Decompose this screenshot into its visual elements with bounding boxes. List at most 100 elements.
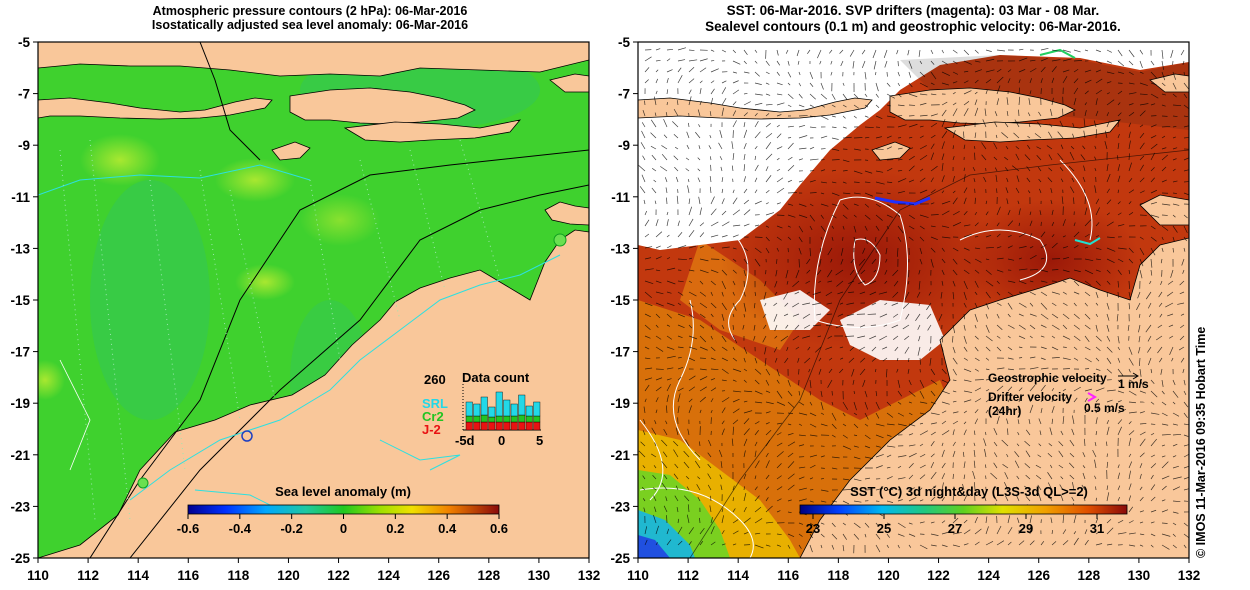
sla-colorbar-tick: -0.4	[229, 521, 252, 536]
bathymetry-contour	[129, 254, 561, 501]
geostrophic-velocity-label: Geostrophic velocity	[988, 371, 1107, 385]
inset-bar	[480, 421, 488, 431]
small-island	[1149, 73, 1189, 93]
inset-title: Data count	[462, 370, 530, 385]
drifter-velocity-label: Drifter velocity	[988, 390, 1072, 404]
inset-bar	[525, 405, 533, 417]
inset-bar	[518, 414, 526, 423]
flores-timor-islands	[289, 87, 476, 125]
inset-bar	[503, 421, 511, 431]
inset-legend-cr2: Cr2	[422, 409, 444, 424]
java-bali-land	[38, 42, 589, 77]
inset-bar	[525, 421, 533, 431]
cloud-mask	[840, 300, 945, 360]
inset-bar	[518, 421, 526, 431]
sla-colorbar-tick: 0	[340, 521, 347, 536]
drifter-velocity-sublabel: (24hr)	[988, 404, 1021, 418]
left-lon-tick: 132	[578, 568, 601, 583]
right-lon-tick: 124	[977, 568, 1000, 583]
left-lon-tick: 118	[227, 568, 249, 583]
right-lon-tick: 130	[1128, 568, 1151, 583]
left-lon-tick: 116	[177, 568, 199, 583]
left-lat-tick: -7	[18, 87, 30, 102]
left-lat-tick: -15	[10, 293, 30, 308]
inset-bar	[495, 421, 503, 431]
left-lat-tick: -19	[10, 396, 30, 411]
sla-colorbar-tick: -0.6	[177, 521, 199, 536]
bathymetry-contour	[379, 439, 461, 471]
left-lon-tick: 130	[528, 568, 551, 583]
sla-colorbar-tick: 0.4	[438, 521, 457, 536]
inset-bar	[480, 414, 488, 423]
data-count-inset: Data count 260 SRL Cr2 J-2 -5d 0 5	[422, 370, 543, 448]
left-lat-tick: -11	[11, 190, 30, 205]
left-lat-tick: -5	[18, 35, 30, 50]
tide-gauge-marker	[241, 430, 253, 442]
right-lat-tick: -25	[610, 551, 630, 566]
right-lon-tick: 122	[927, 568, 950, 583]
inset-bar	[533, 415, 541, 423]
inset-bar	[488, 421, 496, 431]
inset-legend-srl: SRL	[422, 396, 448, 411]
sla-contour	[59, 359, 91, 471]
inset-bars	[465, 391, 541, 431]
sla-low-band	[90, 180, 210, 420]
tide-gauge-marker	[553, 233, 567, 247]
right-lat-tick: -15	[610, 293, 630, 308]
left-lat-tick: -13	[10, 241, 30, 256]
geostrophic-vectors	[638, 47, 1189, 554]
sst-colorbar-tick: 27	[948, 521, 962, 536]
drifter-track	[1039, 48, 1076, 59]
cloud-mask	[638, 42, 1189, 250]
drifter-track	[874, 196, 931, 206]
inset-bar	[533, 421, 541, 431]
right-lat-tick: -11	[611, 190, 630, 205]
inset-bar	[488, 416, 496, 423]
sla-colorbar-label: Sea level anomaly (m)	[275, 484, 411, 499]
flores-timor-islands	[889, 87, 1076, 125]
inset-bar	[488, 406, 496, 418]
cloud-mask	[638, 42, 760, 82]
drifter-scale-arrow	[1087, 392, 1098, 402]
sumba-island	[271, 141, 311, 161]
sla-colorbar: Sea level anomaly (m) -0.6 -0.4 -0.2 0 0.2 0.…	[177, 484, 508, 536]
right-axes: -5 -7 -9 -11 -13 -15 -17 -19 -21 -23 -25 110 112 114 1…	[610, 35, 1200, 583]
sst-colorbar-bar	[799, 504, 1128, 515]
cloud-mask	[760, 290, 830, 330]
left-title-line1: Atmospheric pressure contours (2 hPa): 0…	[153, 4, 468, 18]
sealevel-contours	[639, 159, 1093, 558]
pressure-contour	[129, 184, 589, 558]
inset-bar	[503, 399, 511, 417]
inset-bar	[510, 421, 518, 431]
inset-tick: 0	[498, 433, 505, 448]
left-lon-tick: 122	[327, 568, 350, 583]
inset-bar	[480, 396, 488, 416]
left-lon-tick: 126	[427, 568, 450, 583]
melville-island	[544, 201, 589, 226]
sst-colorbar-tick: 23	[806, 521, 820, 536]
inset-bar	[495, 391, 503, 417]
left-lon-tick: 124	[377, 568, 400, 583]
right-lon-tick: 126	[1027, 568, 1050, 583]
sla-high-blob	[38, 360, 65, 400]
right-lon-tick: 110	[627, 568, 649, 583]
sla-high-blob	[80, 134, 160, 186]
left-lon-tick: 114	[127, 568, 149, 583]
inset-tick: -5d	[455, 433, 475, 448]
sst-colorbar-tick: 25	[877, 521, 891, 536]
velocity-legend: Geostrophic velocity 1 m/s Drifter veloc…	[988, 371, 1149, 418]
right-lat-tick: -19	[610, 396, 630, 411]
right-lat-tick: -5	[618, 35, 630, 50]
sst-colorbar-tick: 29	[1019, 521, 1033, 536]
inset-bar	[510, 403, 518, 417]
right-lon-tick: 112	[677, 568, 699, 583]
inset-bar	[518, 394, 526, 416]
inset-bar	[473, 421, 481, 431]
inset-bar	[465, 401, 473, 417]
left-lon-tick: 112	[77, 568, 99, 583]
lesser-sunda-islands	[638, 97, 873, 120]
inset-bar	[473, 403, 481, 417]
pressure-contour	[199, 42, 261, 161]
right-title-line2: Sealevel contours (0.1 m) and geostrophi…	[705, 19, 1121, 34]
sla-high-blob	[300, 194, 380, 246]
